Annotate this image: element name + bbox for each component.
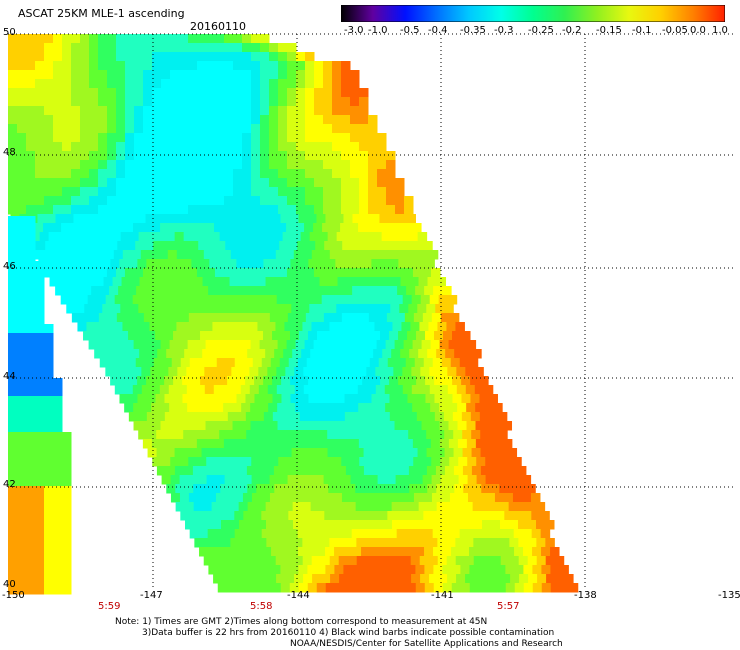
lat-label-46: 46 xyxy=(3,261,16,272)
color-scale-tick-label: -0.1 xyxy=(632,25,652,36)
color-scale-tick-label: -0.15 xyxy=(596,25,622,36)
color-scale-tick-label: -1.0 xyxy=(368,25,388,36)
wind-field-cells xyxy=(8,34,579,595)
note-line-2: 3)Data buffer is 22 hrs from 20160110 4)… xyxy=(142,628,555,638)
lon-label-150w: -150 xyxy=(2,590,25,601)
color-scale-tick-label: -0.25 xyxy=(528,25,554,36)
color-scale-tick-label: 0.0 xyxy=(690,25,706,36)
lon-label-141w: -141 xyxy=(431,590,454,601)
color-scale-tick-label: -0.4 xyxy=(428,25,448,36)
time-label-0558: 5:58 xyxy=(250,601,273,612)
time-label-0559: 5:59 xyxy=(98,601,121,612)
product-title: ASCAT 25KM MLE-1 ascending xyxy=(18,7,185,20)
product-date: 20160110 xyxy=(190,20,246,33)
color-scale-tick-label: -0.5 xyxy=(400,25,420,36)
lon-label-135w: -135 xyxy=(718,590,740,601)
lat-label-48: 48 xyxy=(3,147,16,158)
lon-label-138w: -138 xyxy=(574,590,597,601)
time-label-0557: 5:57 xyxy=(497,601,520,612)
lon-label-147w: -147 xyxy=(140,590,163,601)
lat-label-40: 40 xyxy=(3,579,16,590)
note-line-1: Note: 1) Times are GMT 2)Times along bot… xyxy=(115,617,488,627)
lat-label-42: 42 xyxy=(3,479,16,490)
color-scale-bar xyxy=(341,5,725,22)
color-scale-tick-label: -3.0 xyxy=(344,25,364,36)
color-scale-tick-label: -0.05 xyxy=(662,25,688,36)
note-line-3: NOAA/NESDIS/Center for Satellite Applica… xyxy=(290,639,563,649)
lon-label-144w: -144 xyxy=(287,590,310,601)
color-scale-labels: -3.0 -1.0 -0.5 -0.4 -0.35 -0.3 -0.25 -0.2 -0.15-… xyxy=(0,26,740,38)
color-scale-tick-label: -0.3 xyxy=(494,25,514,36)
lat-label-44: 44 xyxy=(3,371,16,382)
color-scale-tick-label: -0.35 xyxy=(460,25,486,36)
lat-label-50: 50 xyxy=(3,27,16,38)
color-scale-tick-label: 1.0 xyxy=(712,25,728,36)
color-scale-tick-label: -0.2 xyxy=(562,25,582,36)
map-graticule xyxy=(8,33,736,590)
